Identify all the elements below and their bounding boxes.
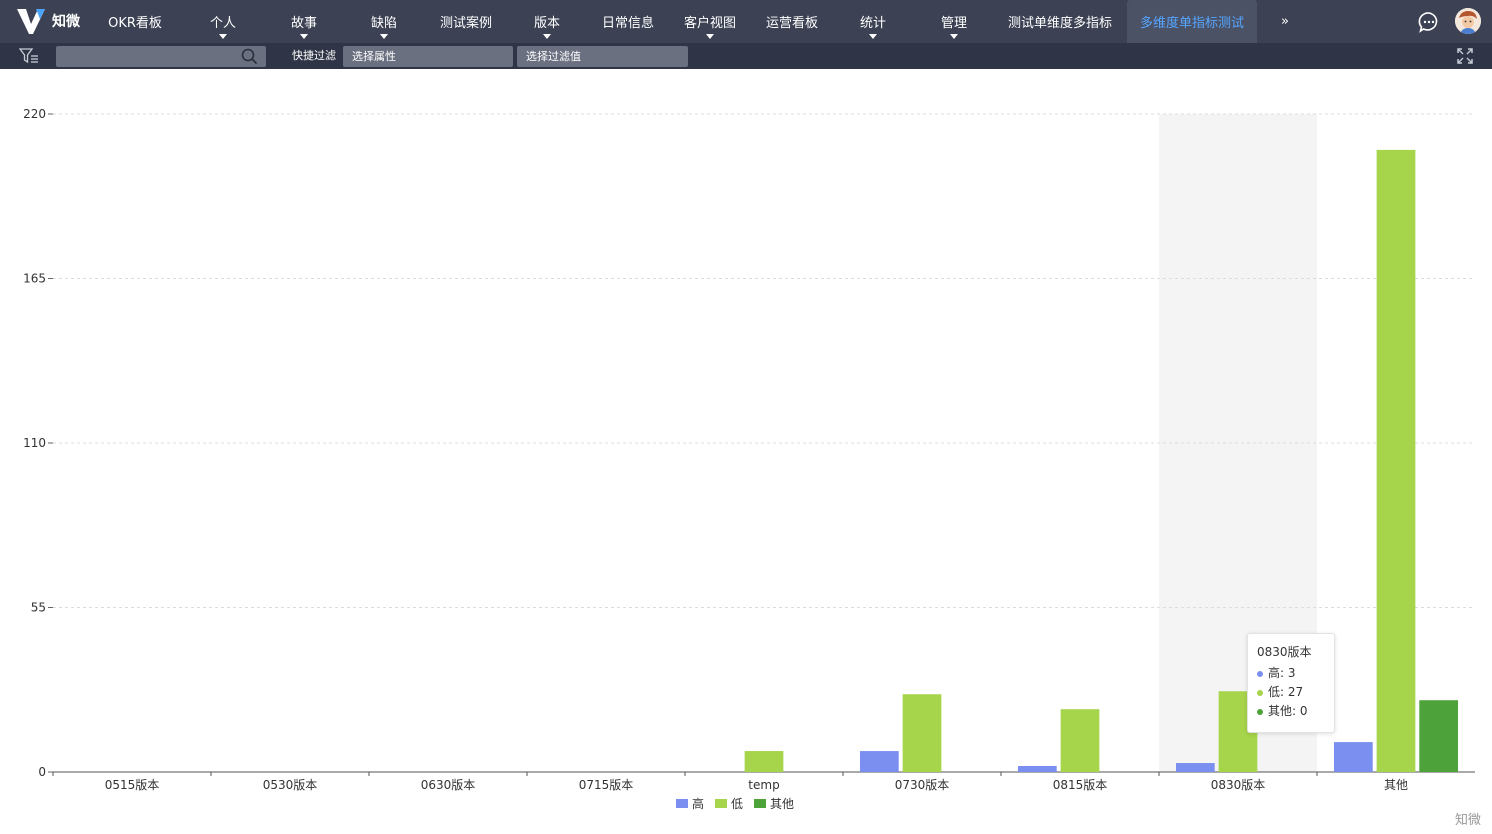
tooltip-row-high: 高: 3: [1257, 664, 1325, 683]
legend-dot-icon: [1257, 670, 1263, 677]
logo-text: 知微: [52, 14, 80, 30]
bar: [744, 751, 784, 772]
x-tick-label: 0830版本: [1211, 778, 1266, 792]
caret-down-icon: [543, 34, 551, 39]
x-tick-label: 0515版本: [105, 778, 160, 792]
nav-item-label: 测试案例: [439, 16, 492, 31]
logo[interactable]: 知微: [14, 6, 80, 36]
search-icon[interactable]: [241, 48, 258, 65]
search-input[interactable]: [56, 46, 266, 67]
bar-chart: 0 55 110 165 220 0515版本 0530版本 0630版本 0715版本 temp…: [23, 107, 1475, 811]
watermark: 知微: [1455, 813, 1482, 828]
nav-item-okr[interactable]: OKR看板: [104, 0, 166, 43]
legend-dot-icon: [1257, 708, 1263, 715]
tooltip-row-other: 其他: 0: [1257, 702, 1325, 721]
nav-item-label: 测试单维度多指标: [1007, 16, 1112, 31]
legend-label: 低: [731, 797, 743, 811]
avatar-face-icon: [1455, 8, 1481, 34]
chart-tooltip: 0830版本 高: 3 低: 27 其他: 0: [1247, 633, 1335, 733]
filter-bar: 快捷过滤 选择属性 选择过滤值: [0, 43, 1492, 69]
bar: [1017, 766, 1057, 772]
x-tick-label: 0815版本: [1053, 778, 1108, 792]
bar: [1376, 149, 1416, 773]
nav-item-admin[interactable]: 管理: [934, 0, 974, 43]
quick-filter-label: 快捷过滤: [292, 49, 336, 62]
nav-item-label: 统计: [859, 16, 886, 31]
legend-label: 其他: [770, 797, 794, 811]
tooltip-row-low: 低: 27: [1257, 683, 1325, 702]
nav-item-ops-board[interactable]: 运营看板: [762, 0, 822, 43]
y-tick-label: 110: [23, 436, 46, 450]
nav-item-version[interactable]: 版本: [527, 0, 567, 43]
nav-more-button[interactable]: »: [1281, 14, 1289, 29]
tooltip-title: 0830版本: [1257, 645, 1312, 659]
x-tick-label: 0730版本: [895, 778, 950, 792]
legend-label: 高: [692, 796, 704, 811]
y-tick-label: 165: [23, 272, 46, 286]
y-tick-label: 220: [23, 107, 46, 121]
nav-item-label: 故事: [290, 16, 317, 31]
nav-item-personal[interactable]: 个人: [203, 0, 243, 43]
logo-v-icon: [17, 9, 45, 34]
nav-item-label: 运营看板: [765, 16, 818, 31]
nav-item-label: OKR看板: [108, 16, 162, 31]
nav-item-story[interactable]: 故事: [284, 0, 324, 43]
caret-down-icon: [950, 34, 958, 39]
nav-item-label: 客户视图: [683, 16, 736, 31]
nav-item-label: 日常信息: [601, 16, 654, 31]
nav-item-customer-view[interactable]: 客户视图: [680, 0, 740, 43]
nav-item-daily-info[interactable]: 日常信息: [598, 0, 658, 43]
filter-value-select[interactable]: 选择过滤值: [517, 46, 688, 67]
fullscreen-icon[interactable]: [1456, 47, 1474, 65]
tooltip-row-label: 其他: 0: [1268, 704, 1308, 718]
x-tick-label: 其他: [1384, 778, 1408, 792]
legend-swatch: [754, 799, 766, 808]
legend-dot-icon: [1257, 689, 1263, 696]
legend-swatch: [715, 799, 727, 808]
legend-swatch: [676, 799, 688, 808]
top-nav: 知微 OKR看板 个人 故事 缺陷 测试案例 版本 日常信息 客户视图 运营看板…: [0, 0, 1492, 43]
attribute-select[interactable]: 选择属性: [343, 46, 513, 67]
nav-item-stats[interactable]: 统计: [853, 0, 893, 43]
x-tick-label: 0630版本: [421, 778, 476, 792]
bar: [1419, 700, 1459, 772]
tooltip-row-label: 高: 3: [1268, 666, 1296, 680]
avatar[interactable]: [1455, 8, 1481, 34]
bar: [1333, 742, 1373, 772]
caret-down-icon: [219, 34, 227, 39]
x-tick-label: temp: [748, 778, 779, 792]
filter-list-icon[interactable]: [19, 47, 39, 65]
nav-item-label: 缺陷: [370, 16, 397, 31]
bar: [1175, 763, 1215, 772]
nav-item-label: 多维度单指标测试: [1139, 16, 1244, 31]
caret-down-icon: [380, 34, 388, 39]
chart-area: 0 55 110 165 220 0515版本 0530版本 0630版本 0715版本 temp…: [0, 69, 1492, 834]
nav-item-single-dim-multi-metric[interactable]: 测试单维度多指标: [1004, 0, 1116, 43]
nav-item-label: 管理: [940, 16, 967, 31]
bar: [859, 751, 899, 772]
bar: [902, 694, 942, 772]
x-tick-label: 0530版本: [263, 778, 318, 792]
x-tick-label: 0715版本: [579, 778, 634, 792]
chat-icon[interactable]: [1418, 11, 1440, 33]
nav-item-test-case[interactable]: 测试案例: [436, 0, 496, 43]
nav-item-label: 个人: [209, 16, 236, 31]
nav-item-defect[interactable]: 缺陷: [364, 0, 404, 43]
y-tick-label: 55: [31, 601, 46, 615]
caret-down-icon: [300, 34, 308, 39]
tooltip-row-label: 低: 27: [1268, 685, 1304, 699]
nav-item-label: 版本: [533, 16, 560, 31]
y-tick-label: 0: [38, 765, 46, 779]
caret-down-icon: [869, 34, 877, 39]
caret-down-icon: [706, 34, 714, 39]
bar: [1060, 709, 1100, 772]
nav-item-multi-dim-single-metric[interactable]: 多维度单指标测试: [1127, 0, 1257, 43]
